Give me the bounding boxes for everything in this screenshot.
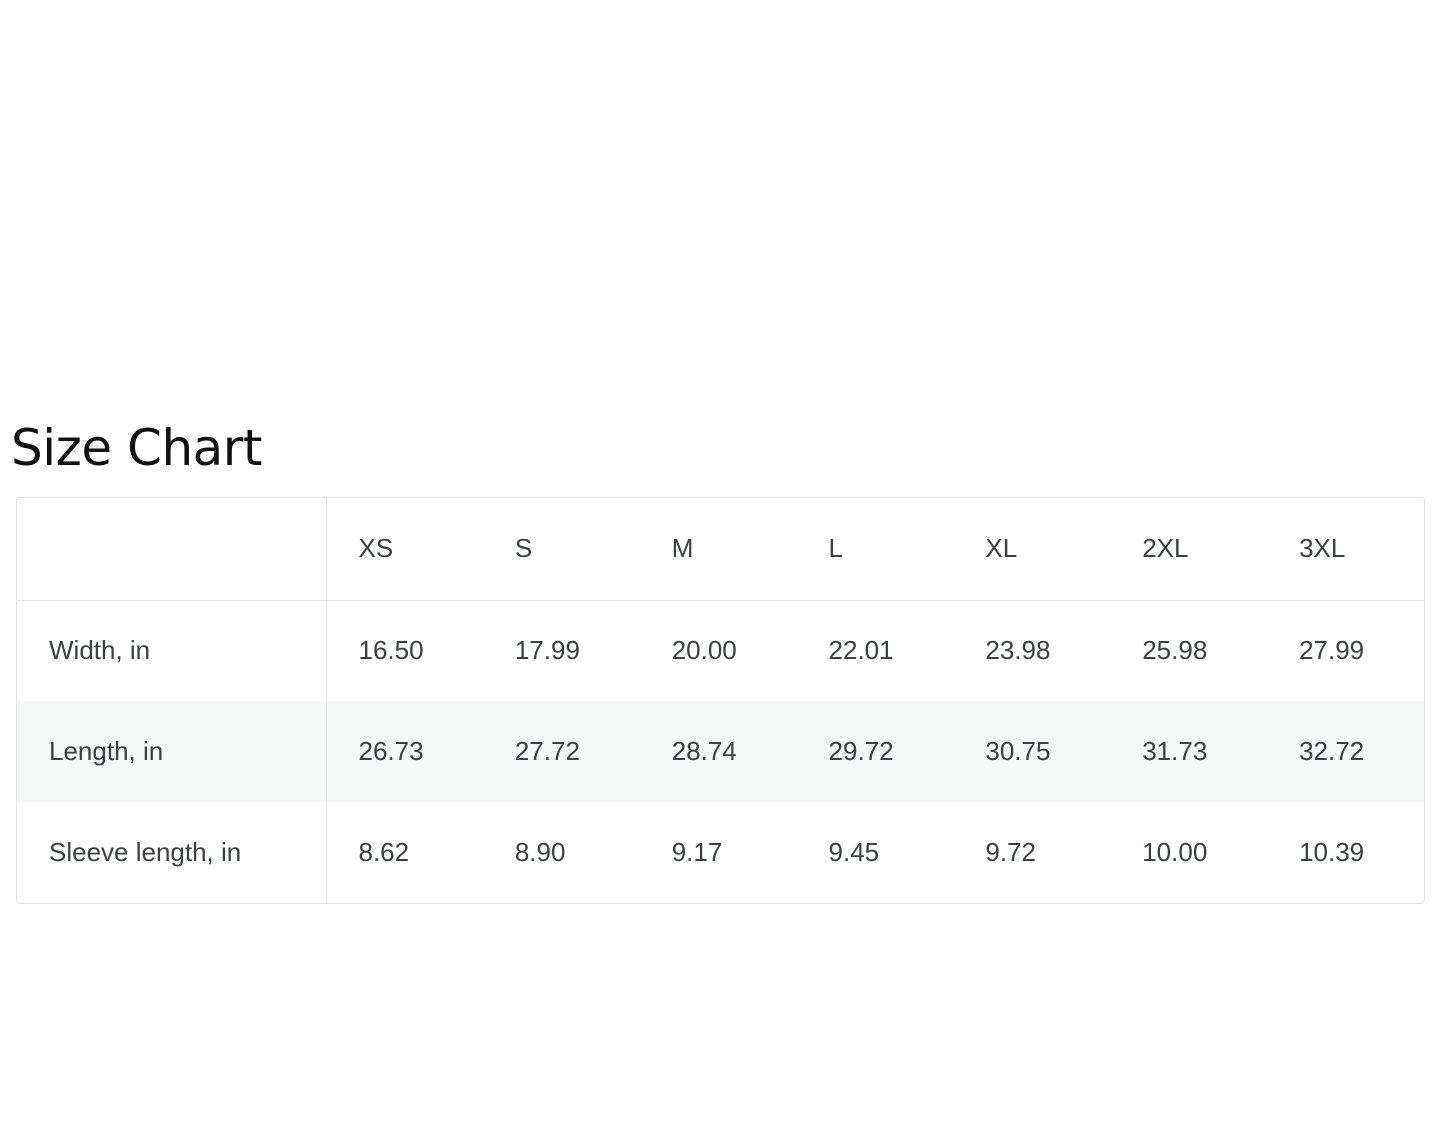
table-cell: 25.98 [1142, 635, 1208, 666]
table-cell: 17.99 [514, 635, 580, 666]
table-cell: 10.00 [1142, 837, 1208, 867]
table-cell: 27.72 [482, 701, 640, 802]
size-header: XL [985, 533, 1018, 564]
size-header: 2XL [1142, 533, 1189, 564]
size-header: XS [358, 533, 394, 564]
row-label: Width, in [17, 600, 327, 701]
table-cell: 20.00 [671, 635, 737, 666]
table-cell: 8.62 [358, 837, 410, 867]
table-row: Length, in 26.73 27.72 28.74 29.72 30.75… [17, 701, 1424, 802]
size-header: S [514, 533, 533, 564]
table-cell: 31.73 [1110, 701, 1268, 802]
page-title: Size Chart [11, 419, 262, 477]
table-cell: 9.72 [985, 837, 1036, 867]
corner-cell [17, 498, 327, 600]
table-cell: 16.50 [358, 635, 424, 666]
table-cell: 26.73 [326, 701, 483, 802]
table-cell: 28.74 [639, 701, 797, 802]
size-header: 3XL [1299, 533, 1346, 564]
table-row: Width, in 16.50 17.99 20.00 22.01 23.98 … [17, 600, 1424, 701]
table-cell: 32.72 [1267, 701, 1424, 802]
size-header: M [671, 533, 694, 564]
table-cell: 22.01 [828, 635, 894, 666]
size-chart-table: XS S M L XL 2XL 3XL Width, in 16.50 17.9… [16, 497, 1425, 904]
table-cell: 8.90 [514, 837, 566, 867]
row-label: Sleeve length, in [17, 802, 327, 903]
header-row: XS S M L XL 2XL 3XL [17, 498, 1424, 600]
table-cell: 30.75 [953, 701, 1111, 802]
size-header: L [828, 533, 843, 564]
table-row: Sleeve length, in 8.62 8.90 9.17 9.45 9.… [17, 802, 1424, 903]
table-cell: 9.17 [671, 837, 723, 867]
table-cell: 27.99 [1299, 635, 1365, 666]
row-label: Length, in [17, 701, 327, 802]
table-cell: 10.39 [1299, 837, 1365, 867]
table-cell: 9.45 [828, 837, 880, 867]
table-cell: 29.72 [796, 701, 954, 802]
table-cell: 23.98 [985, 635, 1051, 666]
